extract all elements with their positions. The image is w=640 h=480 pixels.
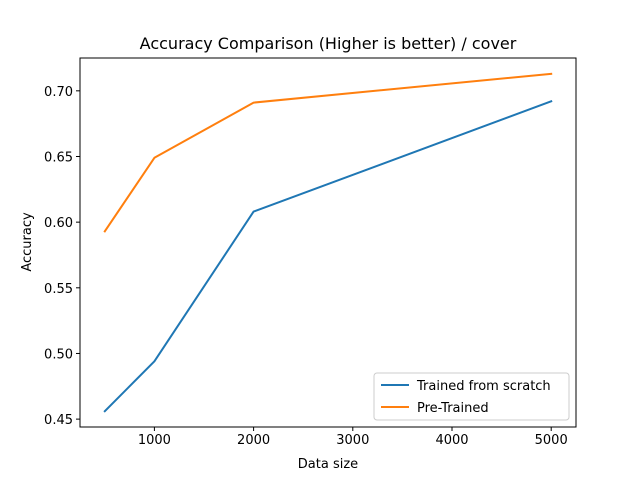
y-tick-label: 0.50 — [44, 347, 73, 362]
series-line-1 — [103, 72, 553, 233]
y-tick-label: 0.55 — [44, 282, 73, 297]
x-axis-label: Data size — [298, 457, 358, 472]
x-tick-label: 5000 — [535, 433, 568, 448]
y-tick-label: 0.60 — [44, 216, 73, 231]
y-axis-label: Accuracy — [20, 212, 35, 272]
legend-label-pre-trained: Pre-Trained — [417, 401, 489, 416]
x-tick-label: 3000 — [336, 433, 369, 448]
series-lines — [103, 72, 553, 413]
plot-frame — [79, 57, 577, 428]
x-tick-label: 4000 — [435, 433, 468, 448]
x-axis-ticks: 1000 2000 3000 4000 5000 — [138, 427, 568, 448]
y-tick-label: 0.65 — [44, 150, 73, 165]
legend: Trained from scratch Pre-Trained — [373, 372, 570, 421]
legend-label-trained-from-scratch: Trained from scratch — [416, 379, 551, 394]
legend-box — [373, 372, 570, 421]
series-line-0 — [103, 100, 553, 413]
chart-title: Accuracy Comparison (Higher is better) /… — [140, 34, 517, 53]
x-tick-label: 1000 — [138, 433, 171, 448]
y-tick-label: 0.45 — [44, 413, 73, 428]
x-tick-label: 2000 — [237, 433, 270, 448]
y-axis-ticks: 0.45 0.50 0.55 0.60 0.65 0.70 — [44, 85, 80, 428]
y-tick-label: 0.70 — [44, 85, 73, 100]
